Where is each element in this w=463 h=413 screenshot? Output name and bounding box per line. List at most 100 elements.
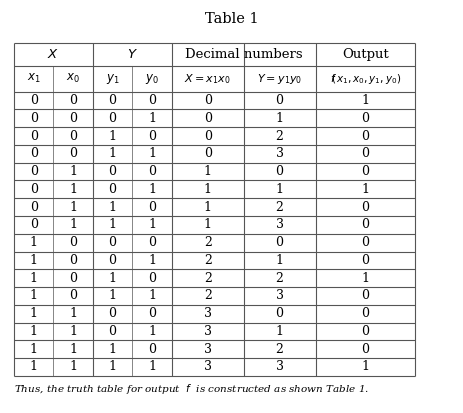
Text: 1: 1 bbox=[69, 165, 77, 178]
Text: Table 1: Table 1 bbox=[205, 12, 258, 26]
Text: 3: 3 bbox=[275, 147, 283, 160]
Text: 0: 0 bbox=[30, 165, 38, 178]
Text: 1: 1 bbox=[361, 183, 369, 196]
Text: $\mathit{Y}$: $\mathit{Y}$ bbox=[126, 48, 138, 61]
Text: 0: 0 bbox=[148, 94, 156, 107]
Text: 1: 1 bbox=[148, 325, 156, 338]
Text: 1: 1 bbox=[69, 307, 77, 320]
Text: 0: 0 bbox=[108, 165, 116, 178]
Text: 1: 1 bbox=[30, 254, 38, 267]
Text: 0: 0 bbox=[361, 236, 369, 249]
Text: 0: 0 bbox=[148, 272, 156, 285]
Text: 1: 1 bbox=[108, 201, 116, 214]
Text: 0: 0 bbox=[108, 254, 116, 267]
Text: 0: 0 bbox=[69, 272, 77, 285]
Text: 0: 0 bbox=[148, 343, 156, 356]
Text: 0: 0 bbox=[361, 325, 369, 338]
Text: 3: 3 bbox=[275, 361, 283, 373]
Text: 1: 1 bbox=[30, 325, 38, 338]
Text: 1: 1 bbox=[361, 272, 369, 285]
Text: 0: 0 bbox=[361, 130, 369, 142]
Text: 1: 1 bbox=[275, 183, 283, 196]
Text: $X=x_1x_0$: $X=x_1x_0$ bbox=[184, 72, 231, 86]
Text: 0: 0 bbox=[361, 307, 369, 320]
Text: 1: 1 bbox=[69, 361, 77, 373]
Text: 0: 0 bbox=[69, 147, 77, 160]
Text: 2: 2 bbox=[203, 290, 211, 302]
Text: 1: 1 bbox=[30, 361, 38, 373]
Text: 0: 0 bbox=[275, 94, 283, 107]
Text: 0: 0 bbox=[275, 236, 283, 249]
Text: 0: 0 bbox=[30, 147, 38, 160]
Text: 0: 0 bbox=[108, 183, 116, 196]
Text: 1: 1 bbox=[148, 147, 156, 160]
Text: 1: 1 bbox=[148, 218, 156, 231]
Text: 0: 0 bbox=[69, 290, 77, 302]
Text: 0: 0 bbox=[148, 307, 156, 320]
Text: 0: 0 bbox=[361, 201, 369, 214]
Text: 0: 0 bbox=[361, 165, 369, 178]
Text: 0: 0 bbox=[361, 112, 369, 125]
Text: $x_0$: $x_0$ bbox=[66, 72, 80, 85]
Text: 1: 1 bbox=[108, 272, 116, 285]
Text: 3: 3 bbox=[203, 361, 211, 373]
Text: 1: 1 bbox=[108, 147, 116, 160]
Text: 0: 0 bbox=[30, 130, 38, 142]
Text: 1: 1 bbox=[275, 325, 283, 338]
Text: 0: 0 bbox=[69, 130, 77, 142]
Text: 0: 0 bbox=[30, 183, 38, 196]
Text: 0: 0 bbox=[203, 112, 211, 125]
Text: 0: 0 bbox=[69, 236, 77, 249]
Text: 0: 0 bbox=[203, 94, 211, 107]
Text: 1: 1 bbox=[69, 201, 77, 214]
Text: 1: 1 bbox=[108, 218, 116, 231]
Text: 0: 0 bbox=[69, 112, 77, 125]
Text: 1: 1 bbox=[108, 361, 116, 373]
Text: 1: 1 bbox=[30, 343, 38, 356]
Text: 1: 1 bbox=[108, 290, 116, 302]
Text: 0: 0 bbox=[275, 165, 283, 178]
Text: 3: 3 bbox=[203, 307, 211, 320]
Text: 1: 1 bbox=[203, 218, 211, 231]
Text: 0: 0 bbox=[203, 147, 211, 160]
Text: 0: 0 bbox=[108, 325, 116, 338]
Text: $f\!\left(x_1,x_0,y_1,y_0\right)$: $f\!\left(x_1,x_0,y_1,y_0\right)$ bbox=[329, 72, 400, 86]
Text: 1: 1 bbox=[275, 112, 283, 125]
Text: 1: 1 bbox=[203, 183, 211, 196]
Text: Decimal numbers: Decimal numbers bbox=[184, 48, 302, 61]
Text: 0: 0 bbox=[148, 130, 156, 142]
Text: 0: 0 bbox=[148, 165, 156, 178]
Text: 1: 1 bbox=[108, 343, 116, 356]
Text: 2: 2 bbox=[275, 343, 283, 356]
Text: 0: 0 bbox=[108, 307, 116, 320]
Text: 3: 3 bbox=[275, 290, 283, 302]
Text: $y_1$: $y_1$ bbox=[106, 72, 119, 86]
Text: 1: 1 bbox=[361, 94, 369, 107]
Text: 1: 1 bbox=[69, 218, 77, 231]
Text: 0: 0 bbox=[361, 290, 369, 302]
Text: 2: 2 bbox=[275, 201, 283, 214]
Text: 1: 1 bbox=[148, 290, 156, 302]
Text: 0: 0 bbox=[108, 94, 116, 107]
Text: 3: 3 bbox=[203, 325, 211, 338]
Text: 1: 1 bbox=[148, 254, 156, 267]
Text: Output: Output bbox=[341, 48, 388, 61]
Text: 2: 2 bbox=[275, 272, 283, 285]
Text: 0: 0 bbox=[361, 147, 369, 160]
Text: 0: 0 bbox=[30, 112, 38, 125]
Text: 0: 0 bbox=[148, 201, 156, 214]
Text: 1: 1 bbox=[30, 272, 38, 285]
Text: 1: 1 bbox=[30, 290, 38, 302]
Text: 0: 0 bbox=[69, 254, 77, 267]
Text: 1: 1 bbox=[275, 254, 283, 267]
Text: 0: 0 bbox=[361, 343, 369, 356]
Text: 3: 3 bbox=[275, 218, 283, 231]
Text: 1: 1 bbox=[69, 325, 77, 338]
Text: $\mathit{X}$: $\mathit{X}$ bbox=[47, 48, 59, 61]
Text: 1: 1 bbox=[108, 130, 116, 142]
Text: 2: 2 bbox=[275, 130, 283, 142]
Text: 0: 0 bbox=[30, 94, 38, 107]
Text: 1: 1 bbox=[148, 183, 156, 196]
Text: Thus, the truth table for output  $f$  is constructed as shown Table 1.: Thus, the truth table for output $f$ is … bbox=[14, 382, 369, 396]
Text: 0: 0 bbox=[203, 130, 211, 142]
